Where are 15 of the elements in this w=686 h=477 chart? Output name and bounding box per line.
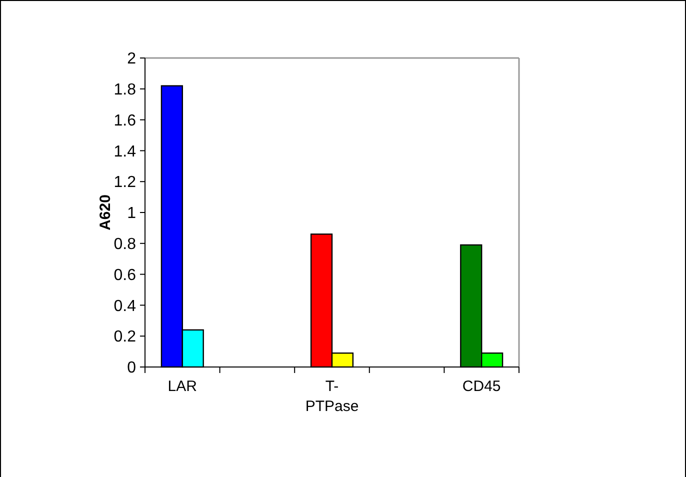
y-tick-label: 0.8 (114, 236, 136, 253)
y-tick-label: 0.6 (114, 266, 136, 284)
y-tick-label: 0 (127, 360, 136, 377)
y-tick-label: 1.8 (114, 82, 136, 98)
x-tick-label: LAR (168, 378, 198, 395)
y-tick-label: 1.4 (114, 143, 136, 160)
x-tick-label: CD45 (462, 378, 501, 395)
y-tick-label: 2 (127, 50, 136, 68)
y-tick-label: 0.2 (114, 328, 136, 346)
y-tick-label: 1.6 (114, 112, 136, 130)
y-axis-title: A620 (97, 194, 114, 230)
y-tick-label: 0.4 (114, 298, 136, 315)
y-tick-label: 1.2 (114, 174, 136, 192)
x-tick-label: T-PTPase (305, 378, 359, 415)
y-tick-label: 1 (127, 205, 136, 222)
